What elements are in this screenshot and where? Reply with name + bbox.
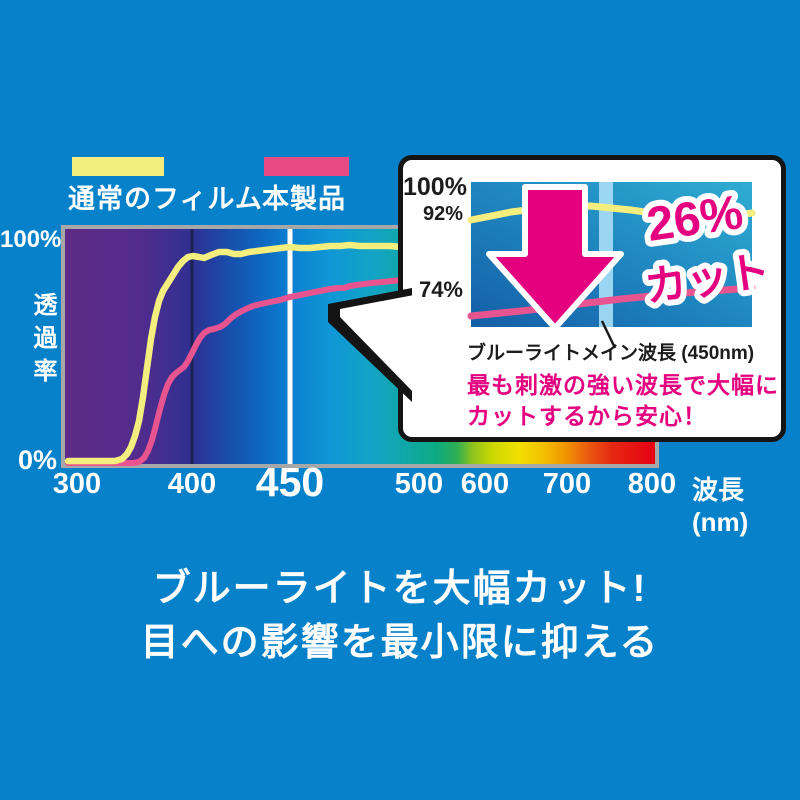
x-tick-600: 600 — [460, 468, 510, 500]
x-tick-700: 700 — [542, 468, 592, 500]
normal-film-curve — [64, 241, 406, 465]
legend-label-normal-film: 通常のフィルム — [68, 184, 263, 214]
band-pointer-line — [600, 320, 617, 349]
svg-text:26%: 26% — [644, 186, 747, 252]
y-axis-max-label: 100% — [0, 226, 62, 253]
wavelength-caption: ブルーライトメイン波長 (450nm) — [467, 343, 755, 364]
headline: ブルーライトを大幅カット! 目への影響を最小限に抑える — [0, 562, 800, 670]
gridline-450nm — [287, 229, 293, 464]
headline-line2: 目への影響を最小限に抑える — [140, 622, 660, 664]
x-tick-500: 500 — [394, 468, 444, 500]
callout-label-100: 100% — [403, 173, 467, 201]
callout-label-74: 74% — [418, 277, 463, 302]
mini-product-curve — [467, 284, 756, 320]
x-tick-450: 450 — [255, 459, 325, 505]
x-tick-400: 400 — [167, 468, 217, 500]
x-tick-800: 800 — [627, 468, 677, 500]
mini-normal-film-curve — [467, 202, 756, 224]
x-axis-title: 波長(nm) — [692, 475, 749, 537]
callout-box: 100% 92% 74% 26% カット 26% カット — [398, 155, 786, 442]
y-axis-min-label: 0% — [17, 445, 57, 475]
headline-line1: ブルーライトを大幅カット! — [152, 568, 648, 610]
x-tick-300: 300 — [52, 468, 102, 500]
legend-label-product: 本製品 — [262, 184, 346, 214]
cut-message-line1: 最も刺激の強い波長で大幅に — [467, 372, 779, 398]
product-curve — [65, 277, 405, 466]
y-axis-title: 透過率 — [29, 292, 56, 391]
cut-arrow-icon — [486, 184, 624, 331]
legend-swatch-normal-film — [72, 157, 164, 176]
callout-mini-chart: 26% カット 26% カット — [467, 180, 779, 331]
legend-swatch-product — [264, 157, 349, 176]
callout-label-92: 92% — [422, 203, 463, 225]
cut-message-line2: カットするから安心！ — [467, 403, 707, 429]
callout-tail — [328, 288, 414, 402]
